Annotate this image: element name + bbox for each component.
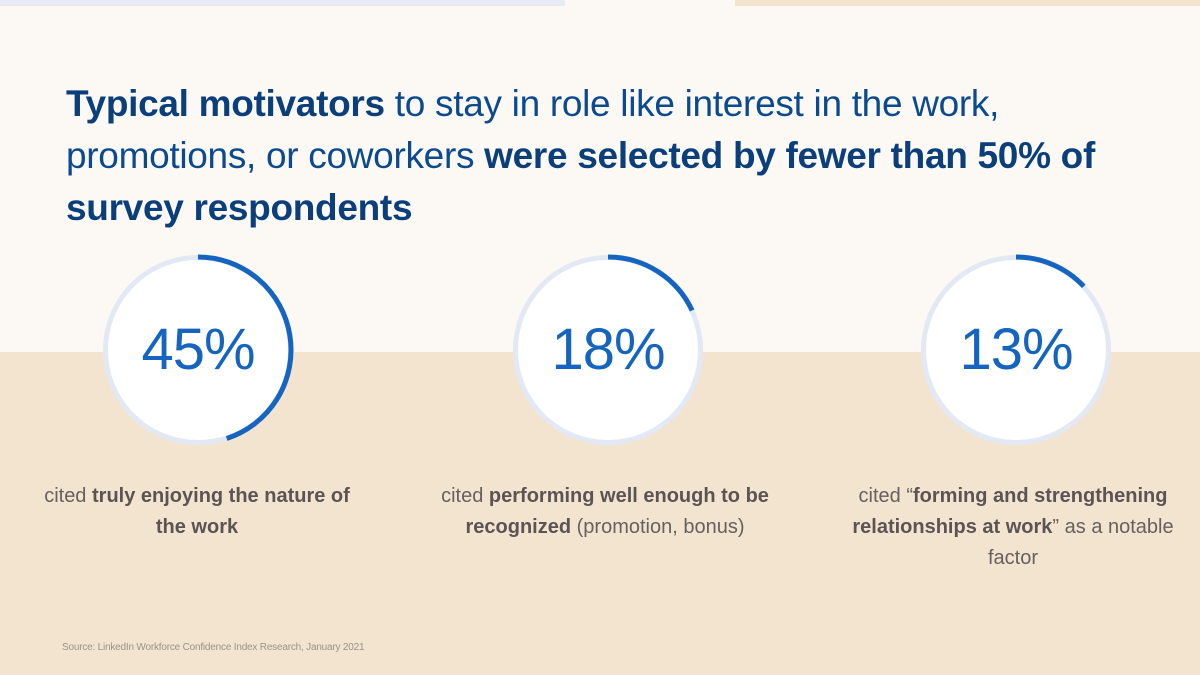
donut-arc-3 xyxy=(1015,254,1086,289)
donut-stat-1: 45% xyxy=(100,252,296,448)
source-note: Source: LinkedIn Workforce Confidence In… xyxy=(62,642,365,653)
stat-caption-2: cited performing well enough to be recog… xyxy=(440,481,770,543)
caption-highlight: forming and strengthening relationships … xyxy=(852,485,1168,538)
caption-highlight: truly enjoying the nature of the work xyxy=(92,485,350,538)
caption-prefix: cited xyxy=(441,485,489,507)
caption-highlight: performing well enough to be recognized xyxy=(465,485,769,538)
caption-suffix: ” as a notable factor xyxy=(987,516,1174,569)
caption-suffix: (promotion, bonus) xyxy=(571,516,745,538)
donut-inner xyxy=(108,260,288,440)
donut-inner xyxy=(926,260,1106,440)
top-accent-strip-right xyxy=(735,0,1200,6)
donut-inner xyxy=(518,260,698,440)
stat-caption-1: cited truly enjoying the nature of the w… xyxy=(32,481,362,543)
donut-chart-2 xyxy=(513,254,703,445)
donut-chart-3 xyxy=(921,254,1111,445)
headline-regular: to stay in role like interest in the wor… xyxy=(66,83,1000,176)
stat-value-1: 45% xyxy=(141,317,255,382)
caption-prefix: cited xyxy=(44,485,92,507)
headline-bold-lead: Typical motivators xyxy=(66,83,385,124)
stat-caption-3: cited “forming and strengthening relatio… xyxy=(848,481,1178,574)
donut-chart-1 xyxy=(103,254,294,445)
stat-value-3: 13% xyxy=(959,317,1073,382)
stat-value-2: 18% xyxy=(551,317,665,382)
donut-arc-1 xyxy=(197,254,294,441)
page-title: Typical motivators to stay in role like … xyxy=(66,78,1146,234)
headline-bold-conclusion: were selected by fewer than 50% of surve… xyxy=(66,135,1095,228)
donut-stat-2: 18% xyxy=(510,252,706,448)
caption-prefix: cited “ xyxy=(858,485,914,507)
donut-stat-3: 13% xyxy=(918,252,1114,448)
donut-arc-2 xyxy=(607,254,695,312)
top-accent-strip xyxy=(0,0,565,6)
